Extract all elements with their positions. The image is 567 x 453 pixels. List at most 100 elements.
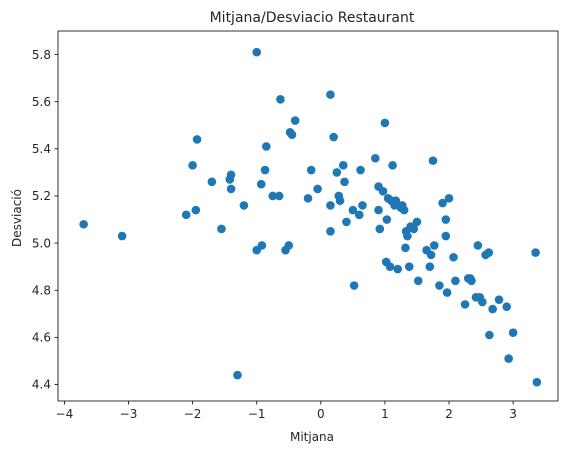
axes-frame [57,30,559,402]
scatter-point-31 [326,201,335,210]
scatter-point-91 [478,297,487,307]
scatter-point-30 [326,90,335,99]
scatter-point-18 [262,142,271,151]
scatter-point-39 [342,217,351,227]
scatter-point-82 [449,252,458,262]
x-tick-label: 0 [317,407,325,421]
scatter-point-87 [467,276,476,286]
scatter-point-48 [375,224,385,234]
scatter-point-62 [399,205,409,215]
x-tick-label: −4 [56,407,74,421]
scatter-point-75 [429,241,439,250]
y-tick-label: 4.6 [32,331,51,345]
scatter-point-9 [226,170,236,180]
scatter-point-72 [425,262,435,271]
scatter-point-81 [444,194,454,203]
scatter-point-58 [391,196,401,205]
y-tick-label: 5.4 [32,142,51,156]
scatter-point-42 [354,210,364,220]
scatter-point-38 [340,177,349,187]
scatter-point-36 [335,196,345,205]
scatter-point-93 [484,248,494,257]
scatter-point-15 [256,179,266,189]
x-tick-label: −2 [184,407,202,421]
scatter-point-100 [531,248,540,257]
scatter-point-68 [409,224,419,234]
scatter-point-37 [338,161,348,170]
scatter-point-77 [438,198,447,208]
scatter-point-13 [252,47,262,57]
scatter-point-19 [268,191,278,201]
scatter-point-7 [217,224,226,234]
scatter-point-47 [374,205,383,215]
y-tick-label: 5.8 [32,48,51,62]
scatter-point-54 [385,262,395,271]
x-axis-label: Mitjana [290,430,334,444]
scatter-point-70 [413,276,423,286]
scatter-point-2 [181,210,191,220]
x-tick-label: 2 [445,407,453,421]
points-layer [79,47,542,387]
scatter-point-26 [290,116,300,125]
scatter-point-11 [233,370,242,380]
scatter-point-28 [306,165,316,175]
scatter-point-79 [441,231,451,241]
scatter-point-94 [485,330,494,340]
scatter-point-66 [404,262,414,271]
scatter-point-3 [188,161,197,170]
x-axis-ticks: −4 −3 −2 −1 0 1 2 3 [56,401,517,421]
scatter-point-5 [192,135,202,144]
scatter-point-96 [494,295,504,304]
scatter-point-17 [260,165,270,175]
scatter-point-43 [356,165,365,175]
y-axis-ticks: 4.4 4.6 4.8 5.0 5.2 5.4 5.6 5.8 [32,48,58,392]
scatter-point-33 [329,132,338,142]
scatter-point-80 [442,288,452,297]
scatter-point-73 [426,250,436,260]
scatter-point-97 [502,302,512,312]
scatter-point-101 [532,377,542,387]
scatter-point-89 [473,241,483,250]
scatter-point-32 [326,227,335,236]
y-tick-label: 5.2 [32,189,51,203]
x-tick-label: 3 [509,407,517,421]
scatter-point-25 [287,130,297,139]
scatter-point-40 [348,205,358,215]
scatter-point-63 [401,243,410,253]
scatter-point-29 [313,184,322,194]
y-tick-label: 5.0 [32,236,51,250]
scatter-point-45 [371,153,380,163]
scatter-point-76 [435,281,444,290]
scatter-point-83 [451,276,460,286]
scatter-point-23 [284,241,294,250]
scatter-point-52 [382,215,392,224]
scatter-point-10 [226,184,236,194]
scatter-point-34 [332,168,342,177]
scatter-point-49 [378,186,388,196]
y-tick-label: 5.6 [32,95,51,109]
scatter-point-99 [508,328,518,337]
x-tick-label: −1 [248,407,266,421]
x-tick-label: −3 [120,407,138,421]
scatter-point-21 [276,95,285,104]
scatter-point-44 [358,201,367,210]
scatter-point-27 [303,194,313,203]
scatter-point-4 [191,205,201,215]
scatter-point-50 [380,118,390,128]
scatter-point-78 [441,215,451,224]
scatter-point-69 [412,217,422,227]
chart-title: Mitjana/Desviacio Restaurant [210,10,415,26]
scatter-point-12 [239,201,249,210]
scatter-point-59 [393,264,403,274]
scatter-point-20 [274,191,284,201]
scatter-point-6 [207,177,217,187]
y-axis-label: Desviació [10,189,24,247]
scatter-point-95 [488,304,497,314]
scatter-point-74 [428,156,438,165]
scatter-point-98 [504,354,513,363]
scatter-point-65 [403,231,412,241]
scatter-point-1 [117,231,127,241]
scatter-point-0 [79,219,88,229]
scatter-point-16 [257,241,267,250]
